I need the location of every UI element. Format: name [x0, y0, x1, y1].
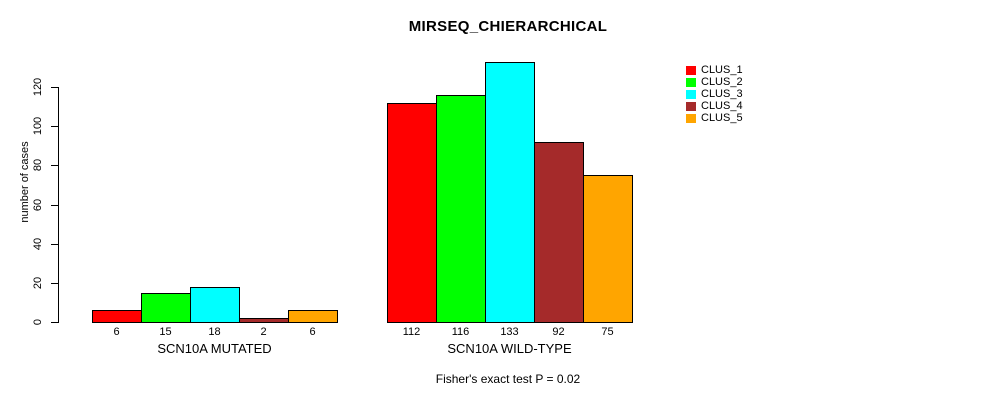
- y-tick-mark: [51, 244, 58, 245]
- bar-value-label: 116: [451, 326, 470, 338]
- bar-clus_3-group1: [190, 287, 240, 323]
- legend-entry-clus_5: CLUS_5: [686, 112, 743, 124]
- bar-clus_5-group2: [583, 175, 633, 323]
- bar-clus_2-group1: [141, 293, 191, 323]
- legend-entry-clus_3: CLUS_3: [686, 88, 743, 100]
- y-tick-mark: [51, 205, 58, 206]
- y-tick-mark: [51, 283, 58, 284]
- bar-value-label: 18: [208, 326, 221, 338]
- y-tick-label: 40: [32, 237, 44, 251]
- legend-swatch-icon: [686, 65, 696, 75]
- bar-clus_5-group1: [288, 310, 338, 323]
- bar-value-label: 92: [552, 326, 565, 338]
- legend-swatch-icon: [686, 77, 696, 87]
- annotation-text: Fisher's exact test P = 0.02: [435, 372, 581, 386]
- y-tick-mark: [51, 87, 58, 88]
- bar-value-label: 6: [309, 326, 316, 338]
- bar-value-label: 15: [159, 326, 172, 338]
- legend-entry-clus_2: CLUS_2: [686, 76, 743, 88]
- bar-clus_1-group1: [92, 310, 142, 323]
- bar-value-label: 112: [402, 326, 421, 338]
- y-tick-mark: [51, 322, 58, 323]
- legend-swatch-icon: [686, 113, 696, 123]
- group-label: SCN10A MUTATED: [157, 341, 272, 356]
- bar-clus_4-group1: [239, 318, 289, 323]
- y-axis: [58, 87, 59, 323]
- legend-label: CLUS_1: [701, 64, 743, 76]
- legend-label: CLUS_3: [701, 88, 743, 100]
- group-label: SCN10A WILD-TYPE: [447, 341, 572, 356]
- bar-clus_3-group2: [485, 62, 535, 323]
- bar-value-label: 6: [113, 326, 120, 338]
- y-tick-mark: [51, 165, 58, 166]
- y-axis-label: number of cases: [19, 141, 31, 223]
- bar-value-label: 75: [601, 326, 614, 338]
- y-tick-label: 60: [32, 198, 44, 212]
- y-tick-label: 20: [32, 276, 44, 290]
- legend: CLUS_1 CLUS_2 CLUS_3 CLUS_4 CLUS_5: [686, 64, 743, 124]
- legend-label: CLUS_2: [701, 76, 743, 88]
- legend-swatch-icon: [686, 89, 696, 99]
- bar-value-label: 2: [260, 326, 267, 338]
- y-tick-label: 100: [32, 116, 44, 136]
- legend-label: CLUS_5: [701, 112, 743, 124]
- y-tick-label: 0: [32, 318, 44, 326]
- legend-label: CLUS_4: [701, 100, 743, 112]
- chart-title: MIRSEQ_CHIERARCHICAL: [408, 18, 608, 35]
- legend-swatch-icon: [686, 101, 696, 111]
- bar-value-label: 133: [500, 326, 519, 338]
- legend-entry-clus_1: CLUS_1: [686, 64, 743, 76]
- y-tick-label: 80: [32, 158, 44, 172]
- bar-clus_1-group2: [387, 103, 437, 323]
- legend-entry-clus_4: CLUS_4: [686, 100, 743, 112]
- bar-clus_4-group2: [534, 142, 584, 323]
- y-tick-mark: [51, 126, 58, 127]
- bar-clus_2-group2: [436, 95, 486, 323]
- y-tick-label: 120: [32, 77, 44, 97]
